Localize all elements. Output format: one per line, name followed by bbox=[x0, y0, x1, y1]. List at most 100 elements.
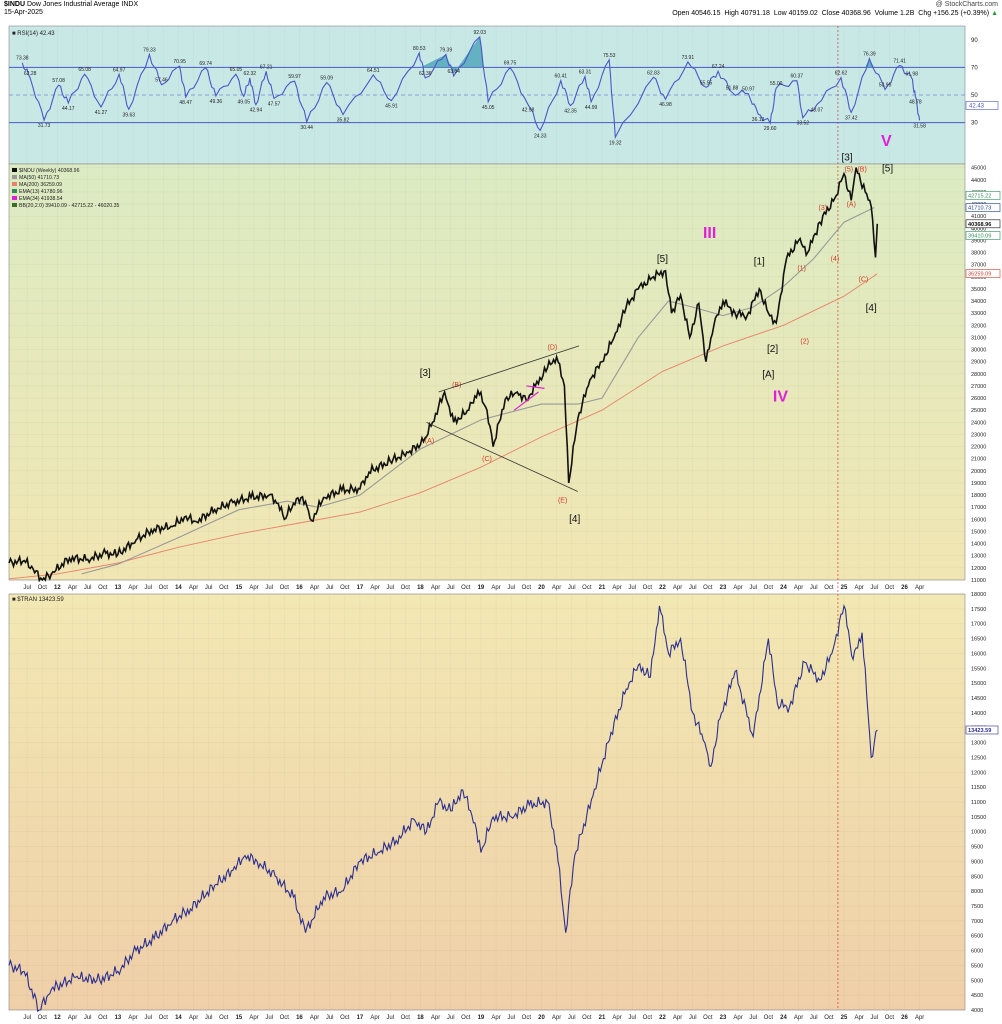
x-tick-label: Jul bbox=[870, 585, 878, 591]
x-tick-label: Apr bbox=[189, 1015, 198, 1021]
rsi-value-label: 62.32 bbox=[244, 71, 257, 77]
tran-y-tick: 18000 bbox=[971, 592, 986, 598]
price-y-tick: 34000 bbox=[971, 299, 986, 305]
price-y-tick: 29000 bbox=[971, 360, 986, 366]
price-y-tick: 40000 bbox=[971, 226, 986, 232]
x-tick-label: Apr bbox=[128, 1015, 137, 1021]
rsi-value-label: 49.05 bbox=[238, 99, 251, 105]
tran-y-tick: 6000 bbox=[971, 949, 983, 955]
legend-label: BB(20,2.0) 39410.09 - 42715.22 - 46020.3… bbox=[19, 203, 119, 209]
rsi-value-label: 47.57 bbox=[268, 101, 281, 107]
x-tick-label: 20 bbox=[538, 585, 545, 591]
price-right-label: 36259.09 bbox=[968, 272, 991, 278]
rsi-value-label: 67.24 bbox=[712, 64, 725, 70]
price-panel-bg bbox=[8, 163, 966, 581]
volume-label: Volume bbox=[874, 10, 899, 17]
tran-y-tick: 6500 bbox=[971, 934, 983, 940]
x-tick-label: Jul bbox=[749, 585, 757, 591]
price-y-tick: 25000 bbox=[971, 408, 986, 414]
x-tick-label: 22 bbox=[659, 585, 666, 591]
x-tick-label: Apr bbox=[310, 585, 319, 591]
tran-y-tick: 17000 bbox=[971, 622, 986, 628]
x-tick-label: 23 bbox=[720, 1015, 727, 1021]
rsi-value-label: 80.53 bbox=[413, 46, 426, 52]
x-tick-label: Jul bbox=[628, 585, 636, 591]
x-tick-label: Apr bbox=[68, 585, 77, 591]
x-tick-label: 15 bbox=[236, 585, 243, 591]
rsi-value-label: 70.95 bbox=[173, 59, 186, 65]
close-label: Close bbox=[821, 10, 840, 17]
chg-arrow-icon: ▲ bbox=[991, 10, 998, 17]
wave-label: [5] bbox=[657, 254, 668, 265]
x-tick-label: Oct bbox=[582, 585, 592, 591]
x-tick-label: Apr bbox=[370, 585, 379, 591]
low-label: Low bbox=[773, 10, 787, 17]
x-tick-label: Apr bbox=[189, 585, 198, 591]
rsi-value-label: 36.13 bbox=[752, 117, 765, 123]
rsi-last-box bbox=[965, 101, 999, 110]
rsi-value-label: 62.83 bbox=[647, 70, 660, 76]
x-tick-label: Apr bbox=[854, 585, 863, 591]
wave-label: III bbox=[703, 225, 716, 242]
rsi-value-label: 31.58 bbox=[913, 123, 926, 129]
rsi-value-label: 63.31 bbox=[579, 70, 592, 76]
chg-value: +156.25 (+0.39%) bbox=[933, 10, 990, 17]
tran-y-tick: 9500 bbox=[971, 845, 983, 851]
x-tick-label: Apr bbox=[491, 585, 500, 591]
x-tick-label: Jul bbox=[84, 1015, 92, 1021]
x-tick-label: Jul bbox=[870, 1015, 878, 1021]
x-tick-label: Apr bbox=[794, 1015, 803, 1021]
x-tick-label: Oct bbox=[824, 1015, 834, 1021]
rsi-value-label: 62.62 bbox=[835, 71, 848, 77]
legend-swatch bbox=[12, 189, 17, 193]
tran-y-tick: 4500 bbox=[971, 993, 983, 999]
x-tick-label: 16 bbox=[296, 585, 303, 591]
x-tick-label: Apr bbox=[68, 1015, 77, 1021]
tran-y-tick: 11500 bbox=[971, 785, 986, 791]
tran-y-tick: 11000 bbox=[971, 800, 986, 806]
tran-y-tick: 16000 bbox=[971, 651, 986, 657]
wave-label: (C) bbox=[858, 277, 868, 284]
rsi-y-tick: 30 bbox=[971, 121, 978, 127]
tran-y-tick: 14500 bbox=[971, 696, 986, 702]
rsi-value-label: 33.52 bbox=[797, 121, 810, 127]
price-right-box bbox=[965, 219, 1001, 229]
price-y-tick: 13000 bbox=[971, 554, 986, 560]
x-tick-label: 25 bbox=[841, 585, 848, 591]
tran-y-tick: 10500 bbox=[971, 815, 986, 821]
x-tick-label: Apr bbox=[612, 585, 621, 591]
x-tick-label: Oct bbox=[340, 1015, 350, 1021]
x-tick-label: Oct bbox=[703, 1015, 713, 1021]
x-tick-label: Apr bbox=[794, 585, 803, 591]
wave-label: (3) bbox=[819, 205, 828, 212]
price-y-tick: 38000 bbox=[971, 251, 986, 257]
x-tick-label: Apr bbox=[612, 1015, 621, 1021]
rsi-value-label: 57.08 bbox=[52, 78, 65, 84]
chg-label: Chg bbox=[918, 10, 932, 17]
rsi-y-tick: 90 bbox=[971, 38, 978, 44]
price-y-tick: 24000 bbox=[971, 420, 986, 426]
rsi-title: ■ RSI(14) 42.43 bbox=[12, 31, 55, 37]
wave-label: (B) bbox=[857, 166, 866, 173]
price-y-tick: 23000 bbox=[971, 432, 986, 438]
rsi-value-label: 50.97 bbox=[742, 87, 755, 93]
tran-y-tick: 13000 bbox=[971, 741, 986, 747]
x-tick-label: 23 bbox=[720, 585, 727, 591]
wave-label: [2] bbox=[767, 344, 778, 355]
wave-label: [1] bbox=[754, 257, 765, 268]
price-right-box bbox=[965, 269, 1001, 278]
rsi-value-label: 61.98 bbox=[905, 71, 918, 77]
x-tick-label: Apr bbox=[552, 1015, 561, 1021]
tran-y-tick: 9000 bbox=[971, 859, 983, 865]
x-tick-label: 17 bbox=[357, 1015, 364, 1021]
x-tick-label: Oct bbox=[280, 585, 290, 591]
chart-header: $INDU Dow Jones Industrial Average INDX … bbox=[0, 0, 1002, 18]
tran-y-tick: 8000 bbox=[971, 889, 983, 895]
rsi-value-label: 30.44 bbox=[300, 125, 313, 131]
price-y-tick: 15000 bbox=[971, 529, 986, 535]
x-tick-label: 14 bbox=[175, 585, 182, 591]
price-y-tick: 18000 bbox=[971, 493, 986, 499]
rsi-y-tick: 70 bbox=[971, 65, 978, 71]
x-tick-label: Apr bbox=[310, 1015, 319, 1021]
x-tick-label: Oct bbox=[885, 1015, 895, 1021]
